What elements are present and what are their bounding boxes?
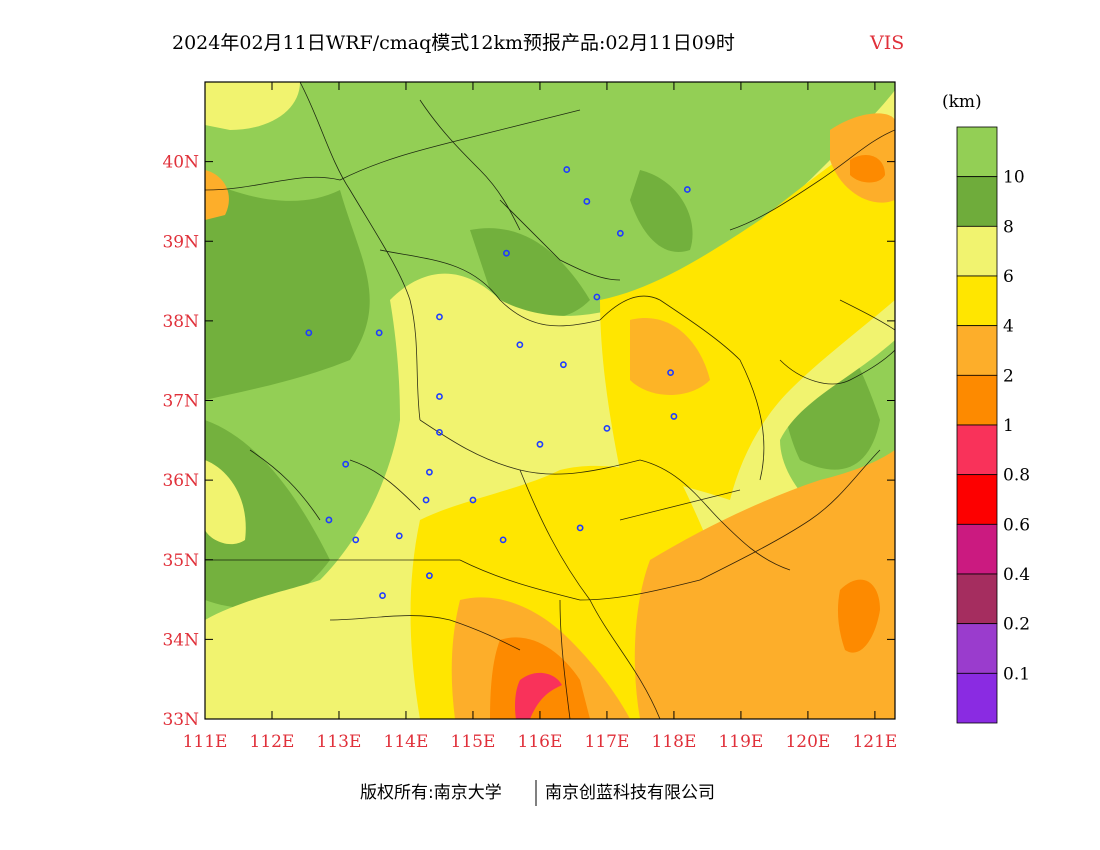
map-panel: 111E 112E 113E 114E 115E 116E 117E 118E 119E 120E… xyxy=(162,81,898,752)
y-axis-tick-labels: 33N 34N 35N 36N 37N 38N 39N 40N xyxy=(162,153,199,730)
x-tick-label: 121E xyxy=(852,732,897,752)
vis-region-2-4km-west-edge xyxy=(205,170,229,220)
colorbar-segment xyxy=(956,275,998,327)
city-marker xyxy=(503,249,510,257)
city-marker xyxy=(379,592,386,599)
city-marker xyxy=(667,369,674,377)
y-tick-label: 36N xyxy=(162,471,199,491)
vis-region-8-10km-southwest xyxy=(205,420,330,608)
colorbar-label: 0.4 xyxy=(1003,565,1030,585)
colorbar-segment xyxy=(956,225,998,277)
city-marker xyxy=(469,496,477,504)
city-marker xyxy=(670,413,678,420)
city-marker xyxy=(516,341,524,349)
city-marker xyxy=(563,166,571,173)
city-marker xyxy=(436,428,443,436)
x-tick-label: 111E xyxy=(183,732,228,752)
vis-region-8-10km-west xyxy=(205,180,370,400)
admin-boundaries xyxy=(205,82,895,719)
city-marker xyxy=(603,424,611,432)
x-tick-label: 112E xyxy=(250,732,295,752)
colorbar-label: 8 xyxy=(1003,217,1014,237)
colorbar xyxy=(956,126,998,724)
x-tick-label: 119E xyxy=(718,732,763,752)
city-marker xyxy=(436,393,443,400)
city-marker xyxy=(352,536,360,544)
colorbar-label: 0.8 xyxy=(1003,466,1030,486)
y-tick-label: 39N xyxy=(162,232,199,252)
city-marker xyxy=(616,229,624,237)
x-tick-label: 116E xyxy=(518,732,563,752)
city-marker xyxy=(436,313,443,321)
colorbar-segment xyxy=(956,325,998,376)
colorbar-segment xyxy=(956,672,998,724)
city-marker xyxy=(375,329,383,337)
x-tick-label: 118E xyxy=(652,732,697,752)
y-tick-label: 33N xyxy=(162,710,199,730)
colorbar-segment xyxy=(956,374,998,426)
vis-region-4-6km-northeast xyxy=(600,120,895,500)
vis-region-2-4km-southeast xyxy=(634,450,895,719)
city-marker xyxy=(395,532,403,540)
legend-unit: (km) xyxy=(942,92,982,112)
colorbar-labels: 10 8 6 4 2 1 0.8 0.6 0.4 0.2 0.1 xyxy=(1003,168,1030,685)
city-marker xyxy=(426,468,433,476)
vis-region-8-10km-northeast xyxy=(630,170,693,252)
vis-region-8-10km-north xyxy=(470,228,590,319)
axis-tick-marks xyxy=(204,82,895,720)
x-axis-tick-labels: 111E 112E 113E 114E 115E 116E 117E 118E 119E 120E… xyxy=(183,732,898,752)
colorbar-segment xyxy=(956,176,998,227)
city-marker xyxy=(426,572,433,580)
x-tick-label: 114E xyxy=(384,732,429,752)
colorbar-label: 0.2 xyxy=(1003,615,1030,635)
vis-region-1-2km-east xyxy=(837,579,880,653)
x-tick-label: 113E xyxy=(317,732,362,752)
city-marker xyxy=(683,186,691,193)
vis-region-1-2km-coast xyxy=(850,155,885,183)
city-marker xyxy=(576,524,584,532)
city-marker xyxy=(342,460,350,468)
colorbar-segment xyxy=(956,523,998,575)
city-marker xyxy=(499,536,507,544)
x-tick-label: 115E xyxy=(451,732,496,752)
colorbar-label: 6 xyxy=(1003,267,1014,287)
colorbar-segment xyxy=(956,623,998,674)
colorbar-label: 0.6 xyxy=(1003,515,1030,535)
city-marker xyxy=(536,440,544,448)
colorbar-segment xyxy=(956,573,998,625)
footer-company: 南京创蓝科技有限公司 xyxy=(545,783,715,803)
vis-region-6-8km-westpatch xyxy=(205,460,246,545)
colorbar-label: 1 xyxy=(1003,416,1014,436)
colorbar-label: 4 xyxy=(1003,317,1014,337)
city-marker xyxy=(422,496,430,504)
x-tick-label: 117E xyxy=(585,732,630,752)
colorbar-label: 2 xyxy=(1003,366,1014,386)
city-marker xyxy=(325,516,333,524)
city-marker xyxy=(559,361,567,369)
y-tick-label: 38N xyxy=(162,312,199,332)
city-marker xyxy=(593,293,601,301)
y-tick-label: 40N xyxy=(162,153,199,173)
y-tick-label: 37N xyxy=(162,392,199,412)
y-tick-label: 35N xyxy=(162,551,199,571)
footer-copyright: 版权所有:南京大学 xyxy=(360,783,502,803)
vis-region-6-8km-nw xyxy=(205,82,300,130)
visibility-field xyxy=(205,82,895,719)
city-markers xyxy=(305,166,691,599)
vis-region-2-4km-patch xyxy=(630,318,710,395)
colorbar-segment xyxy=(956,474,998,525)
x-tick-label: 120E xyxy=(785,732,830,752)
vis-region-0.8-1km xyxy=(515,672,562,719)
colorbar-label: 0.1 xyxy=(1003,664,1030,684)
variable-label: VIS xyxy=(869,32,904,54)
colorbar-legend: (km) 10 8 6 4 2 1 0.8 0.6 0.4 0.2 0.1 xyxy=(942,92,1030,724)
figure-title: 2024年02月11日WRF/cmaq模式12km预报产品:02月11日09时 xyxy=(172,32,735,54)
colorbar-segment xyxy=(956,424,998,476)
colorbar-label: 10 xyxy=(1003,168,1025,188)
city-marker xyxy=(583,198,591,205)
colorbar-segment xyxy=(956,126,998,178)
city-marker xyxy=(305,329,313,337)
y-tick-label: 34N xyxy=(162,630,199,650)
